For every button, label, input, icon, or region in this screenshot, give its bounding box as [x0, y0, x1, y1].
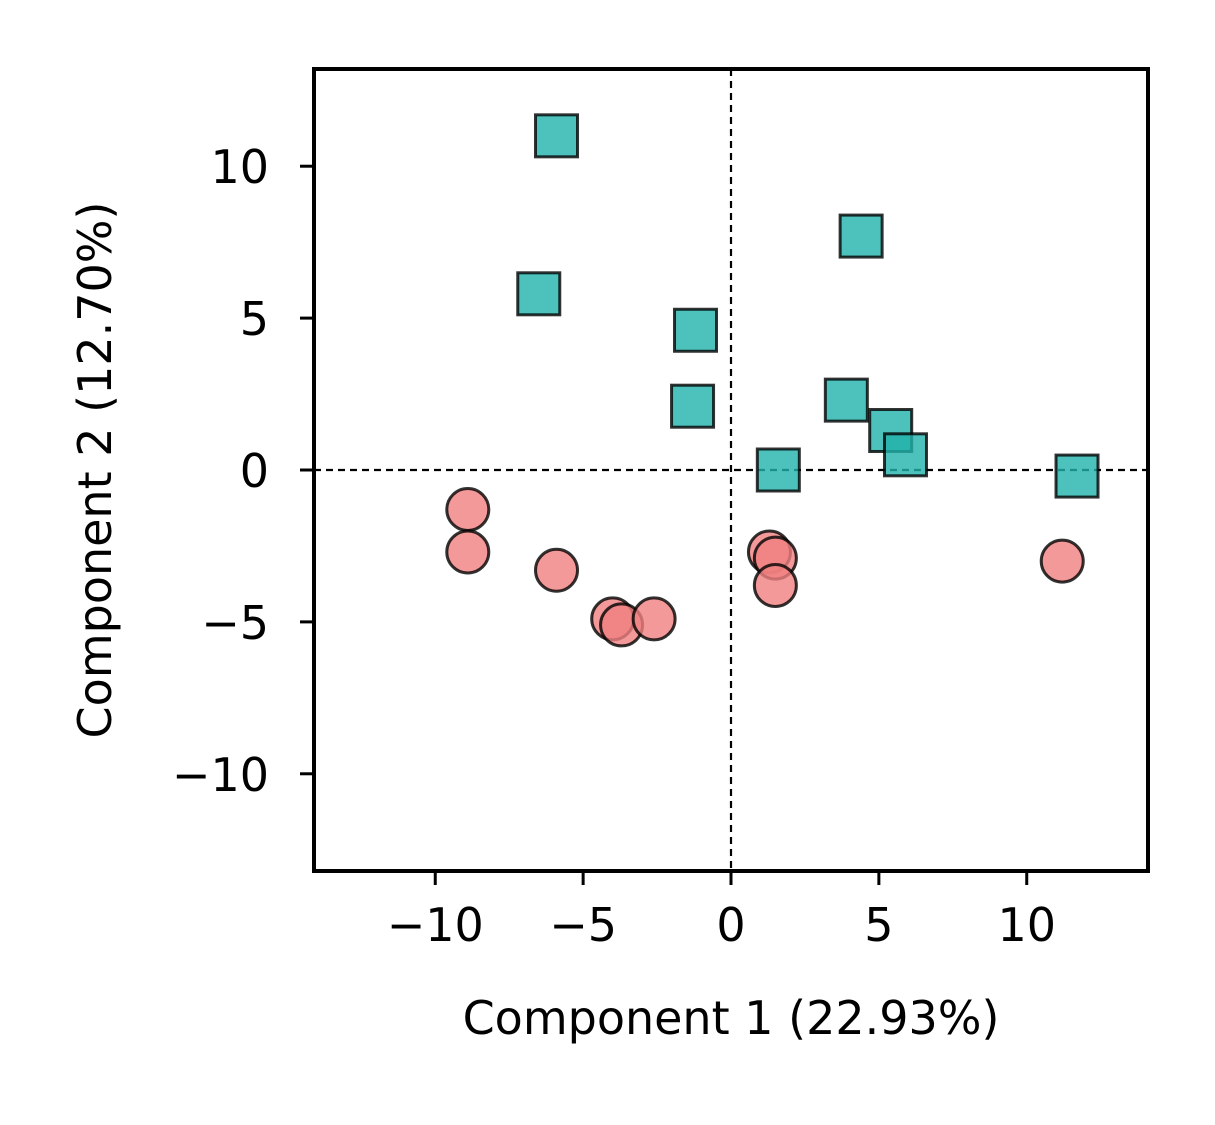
data-points: [445, 113, 1100, 648]
square-point: [755, 447, 801, 493]
square-point: [1054, 453, 1100, 499]
y-tick-label: −5: [201, 596, 269, 650]
square-point: [838, 213, 884, 259]
x-tick-label: 10: [997, 898, 1056, 952]
circle-point: [1039, 538, 1085, 584]
circle-point: [752, 562, 798, 608]
circle-point: [445, 529, 491, 575]
square-point: [673, 307, 719, 353]
x-tick-label: 0: [716, 898, 745, 952]
x-axis-label: Component 1 (22.93%): [463, 991, 1000, 1045]
y-tick-label: 0: [240, 444, 269, 498]
y-axis-label: Component 2 (12.70%): [68, 202, 122, 739]
x-tick-label: −10: [387, 898, 484, 952]
square-point: [670, 383, 716, 429]
square-point: [534, 113, 580, 159]
x-tick-label: 5: [864, 898, 893, 952]
x-tick-label: −5: [549, 898, 617, 952]
circle-point: [445, 486, 491, 532]
y-tick-label: 5: [240, 292, 269, 346]
square-point: [882, 432, 928, 478]
y-tick-label: −10: [172, 748, 269, 802]
square-point: [516, 271, 562, 317]
circle-point: [534, 547, 580, 593]
x-axis-ticks: −10 −5 0 5 10: [387, 871, 1056, 952]
y-tick-label: 10: [210, 140, 269, 194]
circle-point: [631, 596, 677, 642]
square-point: [823, 377, 869, 423]
reference-lines: [314, 69, 1148, 871]
y-axis-ticks: −10 −5 0 5 10: [172, 140, 314, 802]
